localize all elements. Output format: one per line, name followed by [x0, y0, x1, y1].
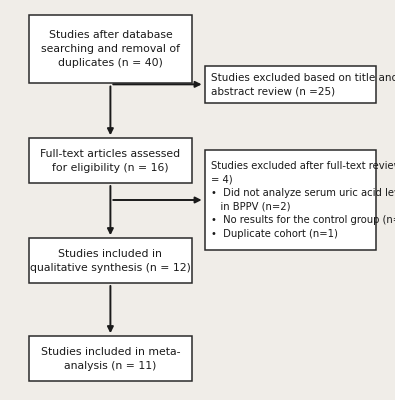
- Text: Studies included in
qualitative synthesis (n = 12): Studies included in qualitative synthesi…: [30, 249, 191, 272]
- FancyBboxPatch shape: [29, 138, 192, 183]
- Text: Studies excluded after full-text review (n
= 4)
•  Did not analyze serum uric ac: Studies excluded after full-text review …: [211, 161, 395, 239]
- FancyBboxPatch shape: [29, 336, 192, 381]
- Text: Studies excluded based on title and
abstract review (n =25): Studies excluded based on title and abst…: [211, 72, 395, 96]
- FancyBboxPatch shape: [205, 66, 376, 103]
- Text: Studies included in meta-
analysis (n = 11): Studies included in meta- analysis (n = …: [41, 347, 180, 370]
- FancyBboxPatch shape: [29, 15, 192, 83]
- Text: Full-text articles assessed
for eligibility (n = 16): Full-text articles assessed for eligibil…: [40, 149, 181, 173]
- Text: Studies after database
searching and removal of
duplicates (n = 40): Studies after database searching and rem…: [41, 30, 180, 68]
- FancyBboxPatch shape: [29, 238, 192, 283]
- FancyBboxPatch shape: [205, 150, 376, 250]
